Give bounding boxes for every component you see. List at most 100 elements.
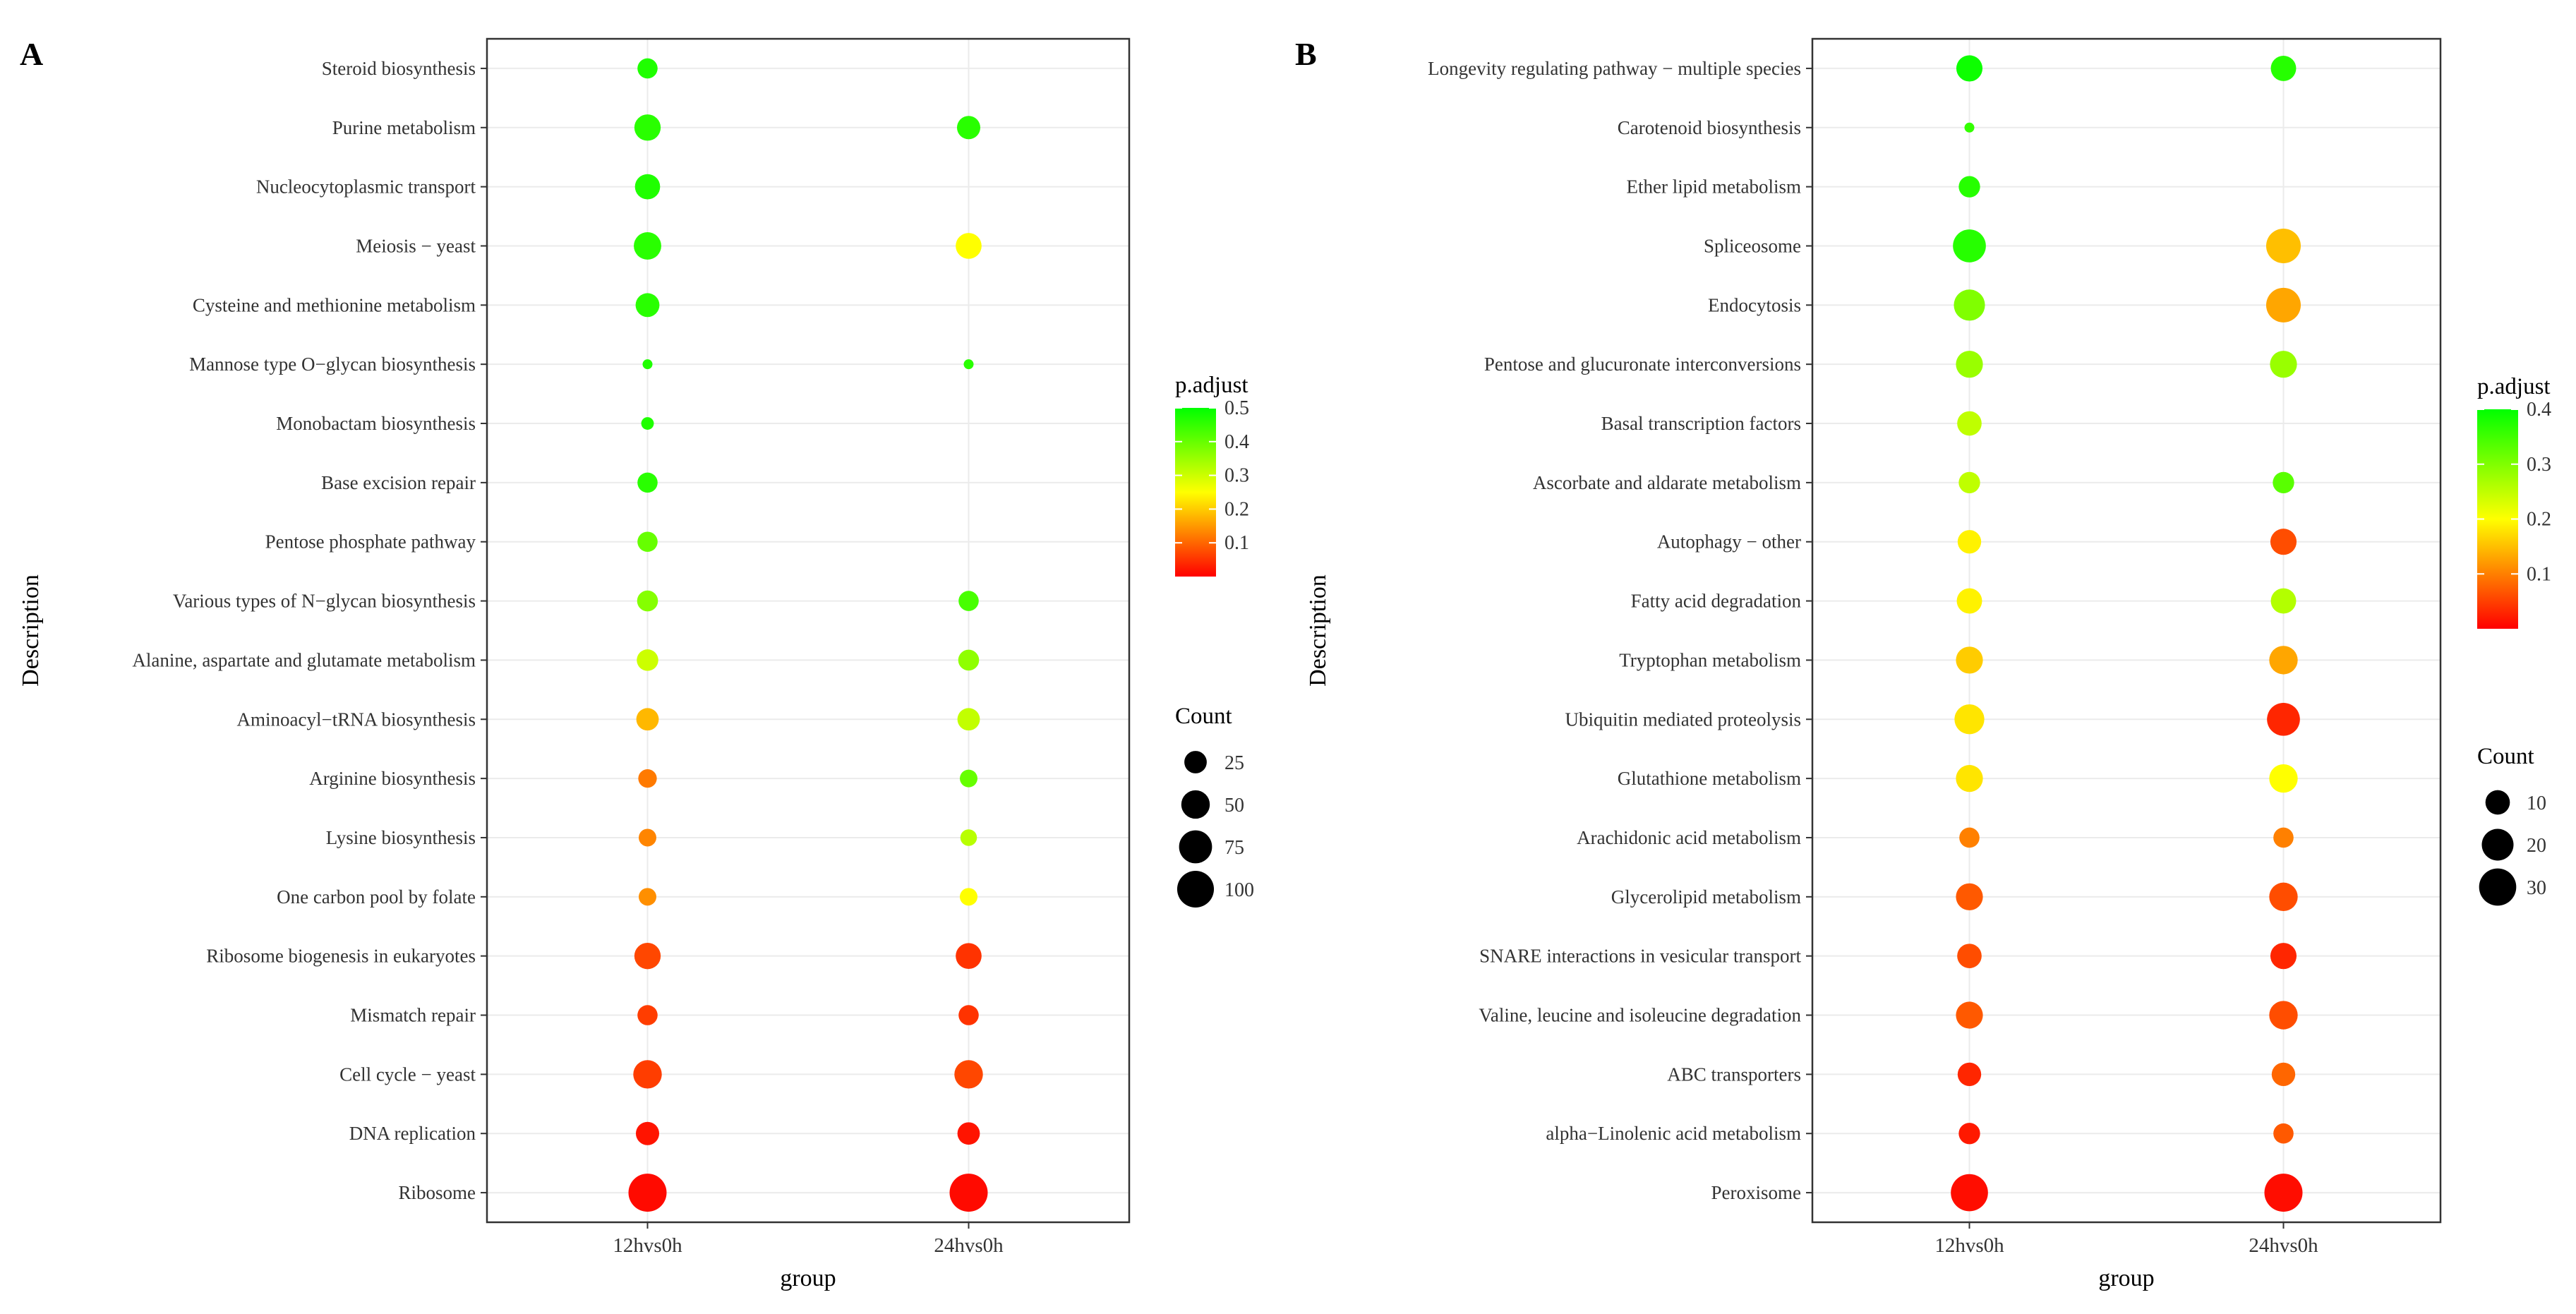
- y-tick-label-arginine-biosynthesis: Arginine biosynthesis: [309, 768, 476, 789]
- point-12hvs0h-ribosome: [628, 1174, 667, 1212]
- point-12hvs0h-pentose-phosphate-pathway: [637, 531, 658, 552]
- y-tick-label-tryptophan-metabolism: Tryptophan metabolism: [1619, 649, 1801, 670]
- point-12hvs0h-valine-leucine-and-isoleucine-degradation: [1956, 1001, 1983, 1029]
- panel-a: A Steroid biosynthesis Purine metabolism Nu…: [18, 36, 1254, 1291]
- point-24hvs0h-one-carbon-pool-by-folate: [960, 888, 977, 906]
- point-12hvs0h-arginine-biosynthesis: [638, 768, 657, 788]
- panel-letter: A: [20, 36, 43, 72]
- y-tick-label-purine-metabolism: Purine metabolism: [332, 117, 476, 138]
- x-tick-labels: 12hvs0h 24hvs0h: [613, 1222, 1004, 1257]
- point-12hvs0h-alanine-aspartate-and-glutamate-metabolism: [637, 649, 658, 671]
- point-24hvs0h-snare-interactions-in-vesicular-transport: [2270, 943, 2297, 970]
- point-24hvs0h-mannose-type-o-glycan-biosynthesis: [963, 359, 974, 370]
- point-24hvs0h-spliceosome: [2265, 228, 2301, 263]
- size-key-25: [1184, 751, 1207, 773]
- point-12hvs0h-ubiquitin-mediated-proteolysis: [1954, 704, 1985, 735]
- y-tick-label-spliceosome: Spliceosome: [1704, 235, 1801, 256]
- point-12hvs0h-nucleocytoplasmic-transport: [634, 174, 661, 200]
- y-tick-label-one-carbon-pool-by-folate: One carbon pool by folate: [277, 886, 476, 908]
- gridlines: [1812, 39, 2440, 1222]
- point-24hvs0h-tryptophan-metabolism: [2269, 646, 2298, 675]
- color-tick-label: 0.3: [2527, 454, 2551, 476]
- color-bar: [1175, 408, 1216, 577]
- point-24hvs0h-arginine-biosynthesis: [960, 769, 977, 788]
- y-axis-title: Description: [1305, 574, 1331, 687]
- color-tick-label: 0.3: [1224, 465, 1249, 487]
- point-12hvs0h-meiosis-yeast: [634, 232, 661, 260]
- color-tick-label: 0.1: [1224, 532, 1249, 554]
- data-points: [628, 58, 988, 1212]
- y-tick-label-cell-cycle-yeast: Cell cycle − yeast: [339, 1063, 476, 1085]
- point-24hvs0h-fatty-acid-degradation: [2270, 588, 2297, 614]
- y-tick-label-glycerolipid-metabolism: Glycerolipid metabolism: [1611, 886, 1801, 908]
- y-tick-labels: Longevity regulating pathway − multiple …: [1428, 58, 1812, 1203]
- size-key-label: 50: [1224, 795, 1244, 816]
- point-12hvs0h-pentose-and-glucuronate-interconversions: [1956, 351, 1983, 378]
- size-legend-title: Count: [1175, 704, 1232, 729]
- point-24hvs0h-ribosome: [949, 1174, 988, 1212]
- size-key-100: [1176, 870, 1215, 908]
- point-12hvs0h-cysteine-and-methionine-metabolism: [635, 293, 660, 318]
- y-tick-label-basal-transcription-factors: Basal transcription factors: [1601, 413, 1801, 434]
- size-key-75: [1179, 830, 1212, 864]
- color-tick-label: 0.2: [1224, 498, 1249, 520]
- color-tick-label: 0.4: [1224, 431, 1249, 453]
- point-12hvs0h-abc-transporters: [1957, 1062, 1982, 1087]
- point-12hvs0h-base-excision-repair: [637, 472, 658, 493]
- point-12hvs0h-snare-interactions-in-vesicular-transport: [1957, 944, 1982, 969]
- color-tick-label: 0.4: [2527, 399, 2551, 421]
- y-tick-label-endocytosis: Endocytosis: [1708, 294, 1801, 315]
- y-axis-title: Description: [18, 574, 44, 687]
- point-24hvs0h-abc-transporters: [2271, 1062, 2296, 1087]
- point-12hvs0h-mannose-type-o-glycan-biosynthesis: [642, 359, 653, 370]
- point-12hvs0h-tryptophan-metabolism: [1956, 646, 1983, 674]
- x-axis-title: group: [2098, 1265, 2154, 1291]
- size-legend-title: Count: [2477, 744, 2534, 769]
- y-tick-label-aminoacyl-trna-biosynthesis: Aminoacyl−tRNA biosynthesis: [237, 709, 476, 730]
- size-key-label: 75: [1224, 837, 1244, 859]
- y-tick-label-autophagy-other: Autophagy − other: [1657, 531, 1801, 553]
- point-12hvs0h-aminoacyl-trna-biosynthesis: [636, 708, 659, 731]
- point-24hvs0h-ascorbate-and-aldarate-metabolism: [2273, 471, 2294, 494]
- color-legend-title: p.adjust: [2477, 374, 2551, 399]
- point-24hvs0h-alpha-linolenic-acid-metabolism: [2273, 1123, 2294, 1144]
- y-tick-label-nucleocytoplasmic-transport: Nucleocytoplasmic transport: [256, 176, 476, 198]
- plot-frame: [1811, 37, 2442, 1224]
- y-tick-label-longevity-regulating-pathway-multiple-species: Longevity regulating pathway − multiple …: [1428, 58, 1801, 79]
- y-tick-label-dna-replication: DNA replication: [349, 1123, 476, 1144]
- y-tick-labels: Steroid biosynthesis Purine metabolism Nuc…: [132, 58, 487, 1203]
- data-points: [1951, 55, 2303, 1212]
- size-key-label: 25: [1224, 752, 1244, 774]
- point-24hvs0h-pentose-and-glucuronate-interconversions: [2270, 351, 2297, 378]
- y-tick-label-ubiquitin-mediated-proteolysis: Ubiquitin mediated proteolysis: [1565, 709, 1801, 730]
- x-tick-label-24hvs0h: 24hvs0h: [934, 1234, 1004, 1257]
- y-tick-label-pentose-and-glucuronate-interconversions: Pentose and glucuronate interconversions: [1484, 354, 1801, 375]
- y-tick-label-various-types-of-n-glycan-biosynthesis: Various types of N−glycan biosynthesis: [173, 591, 476, 612]
- point-24hvs0h-dna-replication: [957, 1122, 980, 1145]
- point-12hvs0h-lysine-biosynthesis: [639, 828, 656, 847]
- size-legend: Count 10 20 30: [2477, 744, 2546, 906]
- y-tick-label-monobactam-biosynthesis: Monobactam biosynthesis: [276, 413, 476, 434]
- point-12hvs0h-spliceosome: [1953, 229, 1986, 263]
- y-tick-label-snare-interactions-in-vesicular-transport: SNARE interactions in vesicular transpor…: [1479, 946, 1801, 967]
- color-legend: p.adjust 0.1 0.2 0.3 0.4: [2477, 374, 2551, 629]
- y-tick-label-arachidonic-acid-metabolism: Arachidonic acid metabolism: [1577, 827, 1801, 848]
- point-24hvs0h-glycerolipid-metabolism: [2269, 882, 2298, 911]
- y-tick-label-valine-leucine-and-isoleucine-degradation: Valine, leucine and isoleucine degradati…: [1479, 1005, 1801, 1026]
- point-12hvs0h-dna-replication: [635, 1121, 660, 1145]
- y-tick-label-abc-transporters: ABC transporters: [1667, 1063, 1801, 1085]
- size-key-10: [2485, 790, 2510, 815]
- point-24hvs0h-various-types-of-n-glycan-biosynthesis: [958, 591, 979, 611]
- gridlines: [487, 39, 1129, 1222]
- point-12hvs0h-glycerolipid-metabolism: [1956, 883, 1983, 910]
- point-24hvs0h-meiosis-yeast: [956, 233, 982, 259]
- point-12hvs0h-one-carbon-pool-by-folate: [639, 888, 656, 906]
- panel-letter: B: [1295, 36, 1317, 72]
- point-24hvs0h-autophagy-other: [2270, 529, 2297, 555]
- point-24hvs0h-valine-leucine-and-isoleucine-degradation: [2269, 1001, 2298, 1030]
- point-12hvs0h-basal-transcription-factors: [1957, 411, 1982, 436]
- color-tick-label: 0.2: [2527, 509, 2551, 531]
- plot-frame: [486, 37, 1131, 1224]
- y-tick-label-steroid-biosynthesis: Steroid biosynthesis: [322, 58, 476, 79]
